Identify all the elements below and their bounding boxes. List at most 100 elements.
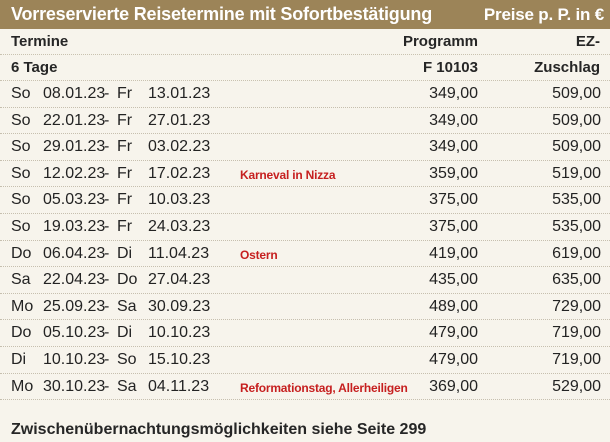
program-price: 435,00: [429, 271, 478, 289]
start-weekday: So: [11, 164, 31, 182]
table-title: Vorreservierte Reisetermine mit Sofortbe…: [11, 4, 432, 24]
date-separator: -: [104, 244, 110, 262]
start-weekday: So: [11, 138, 31, 156]
program-price: 375,00: [429, 191, 478, 209]
program-price: 369,00: [429, 377, 478, 395]
end-weekday: Sa: [117, 297, 137, 315]
date-separator: -: [104, 164, 110, 182]
start-weekday: So: [11, 217, 31, 235]
end-date: 30.09.23: [148, 297, 211, 315]
start-weekday: So: [11, 111, 31, 129]
single-room-surcharge: 535,00: [552, 217, 601, 235]
table-row: Di 10.10.23 So 15.10.23 479,00 719,00 -: [0, 347, 610, 374]
single-room-surcharge: 535,00: [552, 191, 601, 209]
program-price: 359,00: [429, 164, 478, 182]
table-row: Mo 25.09.23 Sa 30.09.23 489,00 729,00 -: [0, 294, 610, 321]
start-weekday: Do: [11, 324, 32, 342]
date-separator: -: [104, 271, 110, 289]
date-separator: -: [104, 297, 110, 315]
date-separator: -: [104, 324, 110, 342]
table-row: Do 06.04.23 Di 11.04.23 Ostern 419,00 619,00 -: [0, 241, 610, 268]
start-date: 05.10.23: [43, 324, 106, 342]
end-weekday: Do: [117, 271, 138, 289]
single-room-surcharge: 509,00: [552, 138, 601, 156]
date-separator: -: [104, 377, 110, 395]
event-note: Karneval in Nizza: [240, 167, 336, 182]
single-room-surcharge: 519,00: [552, 164, 601, 182]
date-separator: -: [104, 217, 110, 235]
end-weekday: Di: [117, 324, 133, 342]
end-date: 15.10.23: [148, 350, 211, 368]
single-room-surcharge: 509,00: [552, 85, 601, 102]
table-row: So 19.03.23 Fr 24.03.23 375,00 535,00 -: [0, 214, 610, 241]
end-weekday: Fr: [117, 164, 133, 182]
date-separator: -: [104, 350, 110, 368]
end-date: 27.01.23: [148, 111, 211, 129]
end-date: 17.02.23: [148, 164, 211, 182]
start-date: 25.09.23: [43, 297, 106, 315]
prices-note: Preise p. P. in €: [483, 4, 604, 24]
date-separator: -: [104, 191, 110, 209]
column-programm-label: Programm: [402, 33, 478, 50]
start-weekday: So: [11, 85, 31, 102]
program-price: 349,00: [429, 85, 478, 102]
date-separator: -: [104, 138, 110, 156]
end-date: 03.02.23: [148, 138, 211, 156]
table-row: So 12.02.23 Fr 17.02.23 Karneval in Nizza 359…: [0, 161, 610, 188]
table-row: Sa 22.04.23 Do 27.04.23 435,00 635,00 -: [0, 267, 610, 294]
end-weekday: Fr: [117, 138, 133, 156]
start-date: 22.04.23: [43, 271, 106, 289]
single-room-surcharge: 529,00: [552, 377, 601, 395]
duration-label: 6 Tage: [11, 59, 58, 76]
end-date: 27.04.23: [148, 271, 211, 289]
table-header-bar: Vorreservierte Reisetermine mit Sofortbe…: [0, 0, 610, 29]
single-room-surcharge: 719,00: [552, 350, 601, 368]
end-date: 24.03.23: [148, 217, 211, 235]
start-date: 06.04.23: [43, 244, 106, 262]
single-room-surcharge: 619,00: [552, 244, 601, 262]
single-room-surcharge: 729,00: [552, 297, 601, 315]
start-date: 22.01.23: [43, 111, 106, 129]
end-weekday: So: [117, 350, 137, 368]
start-weekday: Mo: [11, 297, 34, 315]
column-zuschlag-label: Zuschlag: [534, 59, 600, 76]
single-room-surcharge: 635,00: [552, 271, 601, 289]
end-date: 11.04.23: [148, 244, 210, 262]
program-price: 375,00: [429, 217, 478, 235]
program-price: 489,00: [429, 297, 478, 315]
program-code-label: F 10103: [422, 59, 478, 76]
start-date: 19.03.23: [43, 217, 106, 235]
footer-note: Zwischenübernachtungsmöglichkeiten siehe…: [0, 418, 610, 442]
end-weekday: Sa: [117, 377, 137, 395]
end-date: 13.01.23: [148, 85, 211, 102]
start-weekday: Di: [11, 350, 27, 368]
start-weekday: Do: [11, 244, 32, 262]
date-rows: So 08.01.23 Fr 13.01.23 349,00 509,00- So 22.01…: [0, 81, 610, 401]
footer-text: Zwischenübernachtungsmöglichkeiten siehe…: [11, 421, 427, 438]
end-weekday: Di: [117, 244, 133, 262]
end-date: 04.11.23: [148, 377, 210, 395]
table-row: Mo 30.10.23 Sa 04.11.23 Reformationstag, All…: [0, 374, 610, 401]
column-termine-label: Termine: [11, 33, 69, 50]
event-note: Ostern: [240, 247, 278, 262]
start-date: 30.10.23: [43, 377, 106, 395]
table-row: Do 05.10.23 Di 10.10.23 479,00 719,00 -: [0, 320, 610, 347]
start-date: 10.10.23: [43, 350, 106, 368]
table-row: So 05.03.23 Fr 10.03.23 375,00 535,00 -: [0, 187, 610, 214]
start-date: 05.03.23: [43, 191, 106, 209]
date-separator: -: [104, 85, 110, 102]
end-weekday: Fr: [117, 191, 133, 209]
start-date: 29.01.23: [43, 138, 106, 156]
table-row: So 08.01.23 Fr 13.01.23 349,00 509,00 -: [0, 81, 610, 108]
program-price: 419,00: [429, 244, 478, 262]
table-row: So 22.01.23 Fr 27.01.23 349,00 509,00 -: [0, 108, 610, 135]
start-weekday: Sa: [11, 271, 31, 289]
end-weekday: Fr: [117, 111, 133, 129]
end-weekday: Fr: [117, 85, 133, 102]
start-date: 12.02.23: [43, 164, 106, 182]
start-weekday: So: [11, 191, 31, 209]
program-price: 349,00: [429, 138, 478, 156]
column-ez-label: EZ-: [575, 33, 600, 50]
program-price: 349,00: [429, 111, 478, 129]
